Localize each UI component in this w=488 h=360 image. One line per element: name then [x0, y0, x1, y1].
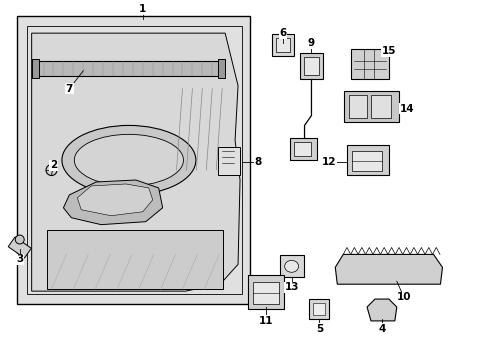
FancyBboxPatch shape: [218, 59, 224, 78]
Polygon shape: [32, 33, 240, 291]
FancyBboxPatch shape: [279, 255, 303, 277]
Ellipse shape: [74, 134, 183, 186]
Text: 10: 10: [396, 292, 410, 302]
Polygon shape: [63, 180, 163, 225]
Text: 3: 3: [16, 255, 23, 264]
Text: 7: 7: [65, 84, 73, 94]
FancyBboxPatch shape: [303, 57, 319, 75]
FancyBboxPatch shape: [351, 151, 381, 171]
FancyBboxPatch shape: [252, 282, 278, 304]
FancyBboxPatch shape: [309, 299, 328, 319]
Polygon shape: [366, 299, 396, 321]
FancyBboxPatch shape: [275, 38, 289, 52]
Polygon shape: [335, 255, 442, 284]
Polygon shape: [17, 16, 249, 304]
Circle shape: [15, 235, 24, 244]
Text: 4: 4: [378, 324, 385, 334]
FancyBboxPatch shape: [313, 303, 325, 315]
Text: 13: 13: [284, 282, 298, 292]
FancyBboxPatch shape: [293, 142, 311, 156]
FancyBboxPatch shape: [218, 147, 240, 175]
Text: 8: 8: [254, 157, 261, 167]
Polygon shape: [77, 184, 152, 216]
Text: 12: 12: [322, 157, 336, 167]
FancyBboxPatch shape: [344, 91, 398, 122]
Text: 2: 2: [50, 160, 57, 170]
FancyBboxPatch shape: [350, 49, 388, 79]
Circle shape: [46, 165, 57, 176]
Ellipse shape: [62, 125, 196, 195]
FancyBboxPatch shape: [37, 61, 220, 76]
FancyBboxPatch shape: [299, 53, 323, 79]
FancyBboxPatch shape: [46, 230, 223, 289]
FancyBboxPatch shape: [32, 59, 39, 78]
Text: 11: 11: [258, 316, 272, 326]
Text: 15: 15: [381, 46, 395, 56]
Text: 14: 14: [399, 104, 413, 113]
Text: 5: 5: [315, 324, 323, 334]
Text: 6: 6: [279, 28, 286, 38]
FancyBboxPatch shape: [346, 145, 388, 175]
FancyBboxPatch shape: [247, 275, 283, 309]
Text: 1: 1: [139, 4, 146, 14]
FancyBboxPatch shape: [271, 34, 293, 56]
Polygon shape: [8, 237, 31, 258]
Text: 9: 9: [307, 38, 314, 48]
FancyBboxPatch shape: [289, 138, 317, 160]
FancyBboxPatch shape: [370, 95, 390, 118]
FancyBboxPatch shape: [348, 95, 366, 118]
Ellipse shape: [284, 260, 298, 272]
